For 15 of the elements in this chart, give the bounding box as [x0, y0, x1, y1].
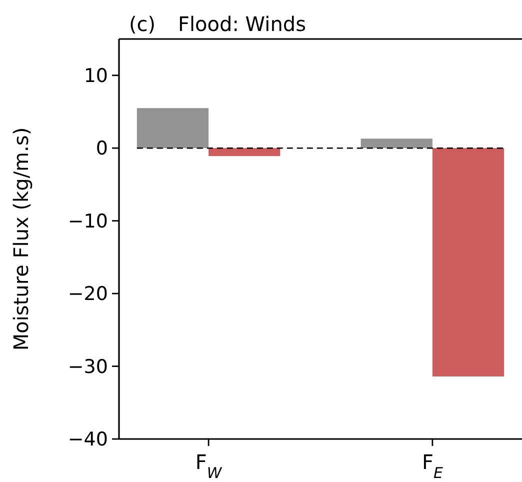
bar [360, 138, 432, 148]
bar [432, 148, 504, 376]
y-tick-label: −40 [68, 428, 108, 451]
x-tick-label: F$_{W}$ [195, 450, 223, 482]
y-tick-label: 10 [84, 65, 108, 88]
bar [208, 148, 280, 156]
y-axis-title: Moisture Flux (kg/m.s) [9, 127, 33, 351]
y-tick-label: 0 [96, 138, 108, 160]
bar [136, 108, 209, 148]
chart-title: Flood: Winds [178, 12, 306, 36]
y-tick-label: −10 [68, 210, 108, 232]
y-tick-label: −30 [68, 356, 108, 378]
text: (c) [129, 12, 156, 36]
y-tick-label: −20 [68, 283, 108, 306]
x-tick-label: F$_{E}$ [422, 450, 444, 482]
